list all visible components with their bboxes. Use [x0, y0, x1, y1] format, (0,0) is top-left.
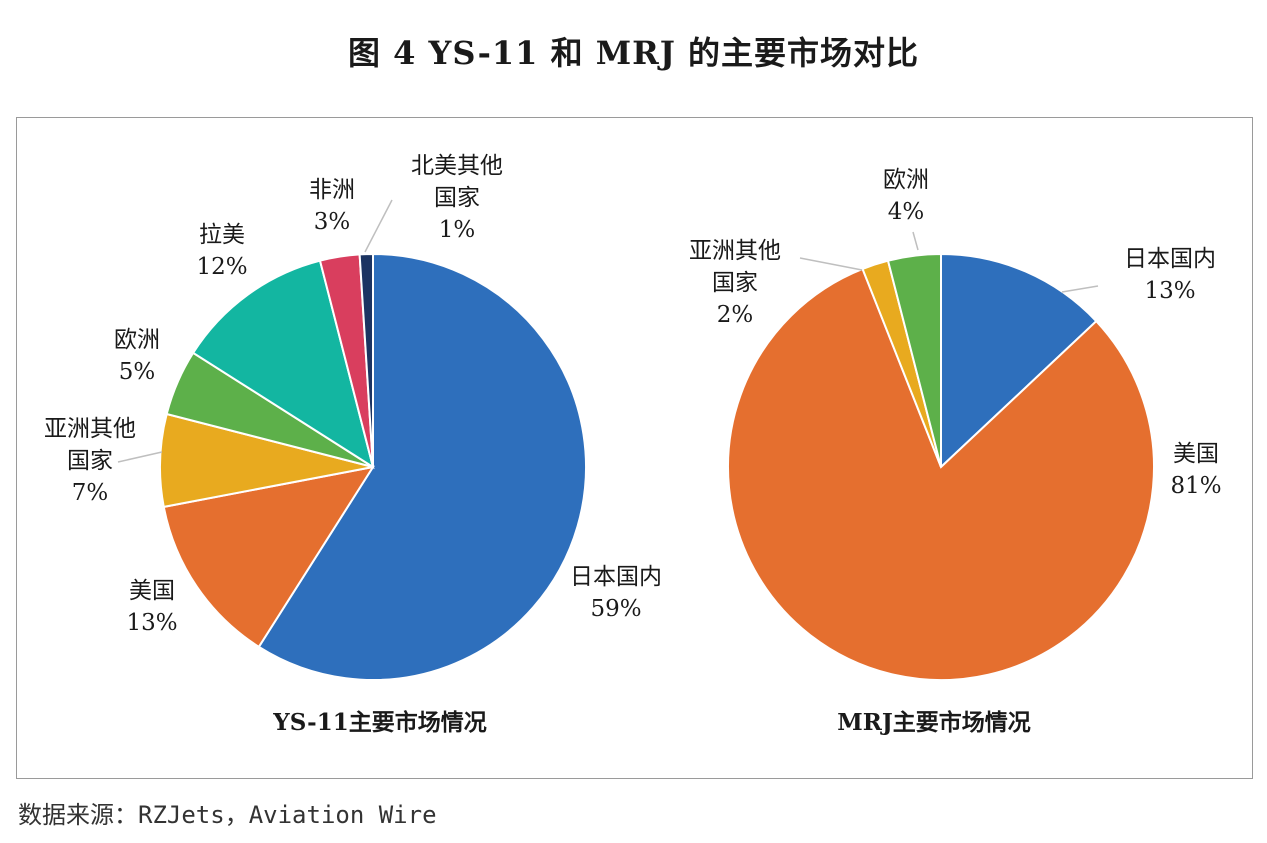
slice-category-label: 美国 — [129, 578, 175, 604]
pie-slice — [886, 252, 942, 468]
slice-category-label: 日本国内 — [1124, 246, 1216, 272]
chart-frame — [16, 117, 1253, 779]
label-leader-line — [117, 451, 163, 463]
slice-percent-label: 4% — [888, 199, 925, 225]
chart-caption: MRJ主要市场情况 — [837, 709, 1030, 736]
pie-slice — [191, 259, 375, 470]
slice-percent-label: 13% — [1144, 278, 1195, 304]
pie-slice — [257, 252, 587, 681]
slice-percent-label: 13% — [126, 610, 177, 636]
label-leader-line — [799, 257, 863, 271]
slice-percent-label: 5% — [119, 359, 156, 385]
pie-slice — [358, 252, 374, 468]
chart-caption: YS-11主要市场情况 — [272, 709, 486, 736]
pie-chart-1: 日本国内59%美国13%亚洲其他国家7%欧洲5%拉美12%非洲3%北美其他国家1… — [44, 153, 662, 736]
slice-category-label: 亚洲其他 — [689, 238, 781, 264]
slice-category-label: 国家 — [434, 185, 480, 211]
slice-category-label: 国家 — [712, 270, 758, 296]
slice-percent-label: 59% — [590, 596, 641, 622]
pie-slice — [727, 267, 1155, 681]
pie-slice — [162, 465, 376, 649]
slice-category-label: 拉美 — [199, 222, 245, 248]
label-leader-line — [364, 199, 393, 253]
slice-category-label: 欧洲 — [114, 327, 160, 353]
slice-category-label: 国家 — [67, 448, 113, 474]
pie-slice — [940, 252, 1098, 470]
label-leader-line — [912, 231, 919, 251]
slice-percent-label: 1% — [439, 217, 476, 243]
slice-percent-label: 12% — [196, 254, 247, 280]
slice-category-label: 美国 — [1173, 441, 1219, 467]
slice-category-label: 日本国内 — [570, 564, 662, 590]
source-note: 数据来源：RZJets，Aviation Wire — [18, 801, 437, 829]
slice-percent-label: 3% — [314, 209, 351, 235]
slice-percent-label: 7% — [72, 480, 109, 506]
slice-percent-label: 2% — [717, 302, 754, 328]
label-leader-line — [1061, 285, 1099, 293]
slice-category-label: 非洲 — [309, 177, 355, 203]
slice-category-label: 欧洲 — [883, 167, 929, 193]
slice-category-label: 亚洲其他 — [44, 416, 136, 442]
figure-title: 图 4 YS-11 和 MRJ 的主要市场对比 — [347, 34, 920, 72]
slice-percent-label: 81% — [1170, 473, 1221, 499]
slice-category-label: 北美其他 — [411, 153, 503, 179]
